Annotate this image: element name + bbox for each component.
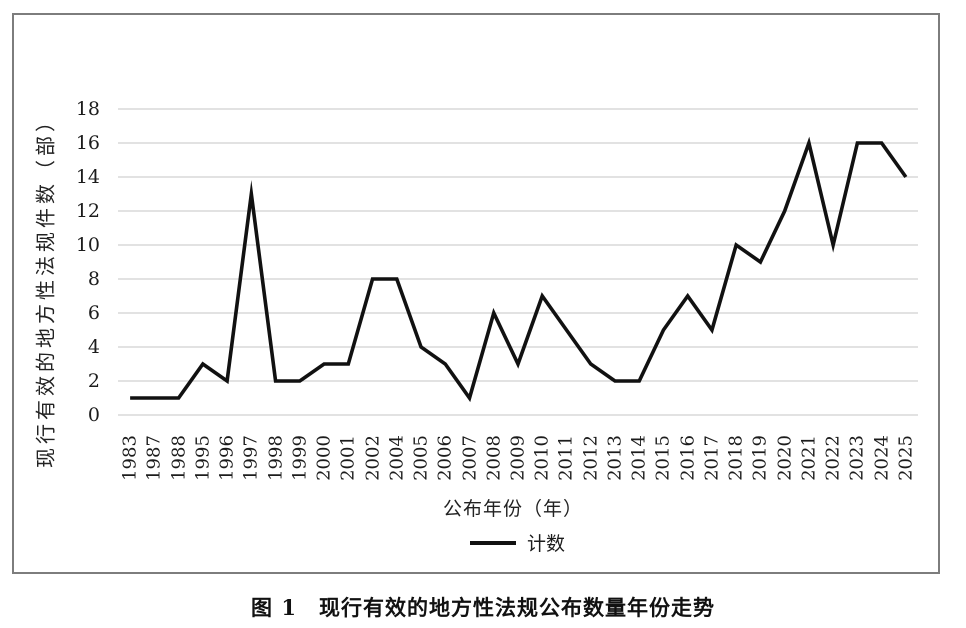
x-tick-label: 1997 [240,435,262,481]
x-tick-label: 2023 [846,435,868,481]
x-tick-label: 2025 [895,435,917,481]
y-tick-label: 2 [87,370,100,392]
x-tick-label: 2010 [531,435,553,481]
x-tick-label: 2008 [483,435,505,481]
legend-line-swatch [470,540,516,545]
x-tick-label: 2005 [410,435,432,481]
y-axis-title: 现行有效的地方性法规件数（部） [33,108,58,468]
x-tick-label: 1988 [168,435,190,481]
x-tick-label: 2007 [459,435,480,481]
x-tick-label: 1983 [119,435,141,481]
x-tick-label: 1995 [192,435,214,481]
x-tick-label: 1999 [289,435,311,481]
figure-caption: 图 1 现行有效的地方性法规公布数量年份走势 [251,595,715,620]
x-tick-label: 1998 [265,435,287,481]
x-tick-label: 2024 [871,435,893,481]
x-tick-label: 2016 [677,435,699,481]
x-tick-label: 1996 [216,435,238,481]
legend-label: 计数 [527,533,566,555]
y-tick-label: 16 [75,132,100,154]
x-tick-label: 2011 [555,435,577,481]
x-tick-label: 2001 [337,435,359,481]
y-tick-label: 18 [75,98,100,120]
legend: 计数 [470,529,565,556]
y-tick-label: 14 [75,166,100,188]
y-tick-label: 8 [87,268,100,290]
x-axis-title: 公布年份（年） [443,498,584,520]
x-tick-label: 1987 [143,435,165,481]
x-tick-label: 2018 [725,435,747,481]
x-tick-label: 2009 [507,435,529,481]
y-tick-label: 10 [75,234,100,256]
x-tick-label: 2012 [580,435,602,481]
x-tick-label: 2002 [362,435,384,481]
x-tick-label: 2006 [434,435,456,481]
figure-frame [12,13,940,574]
y-tick-label: 12 [75,200,100,222]
x-tick-label: 2000 [313,435,335,481]
x-tick-label: 2019 [749,435,771,481]
y-tick-label: 4 [87,336,100,358]
x-tick-label: 2022 [822,435,844,481]
y-tick-label: 0 [87,404,100,426]
x-tick-label: 2017 [701,435,723,481]
x-tick-label: 2021 [798,435,820,481]
data-line [130,136,908,403]
x-tick-label: 2004 [386,435,408,481]
y-tick-label: 6 [87,302,100,324]
x-tick-label: 2015 [652,435,674,481]
x-tick-label: 2014 [628,435,650,481]
x-tick-label: 2013 [604,435,626,481]
x-tick-label: 2020 [774,435,796,481]
